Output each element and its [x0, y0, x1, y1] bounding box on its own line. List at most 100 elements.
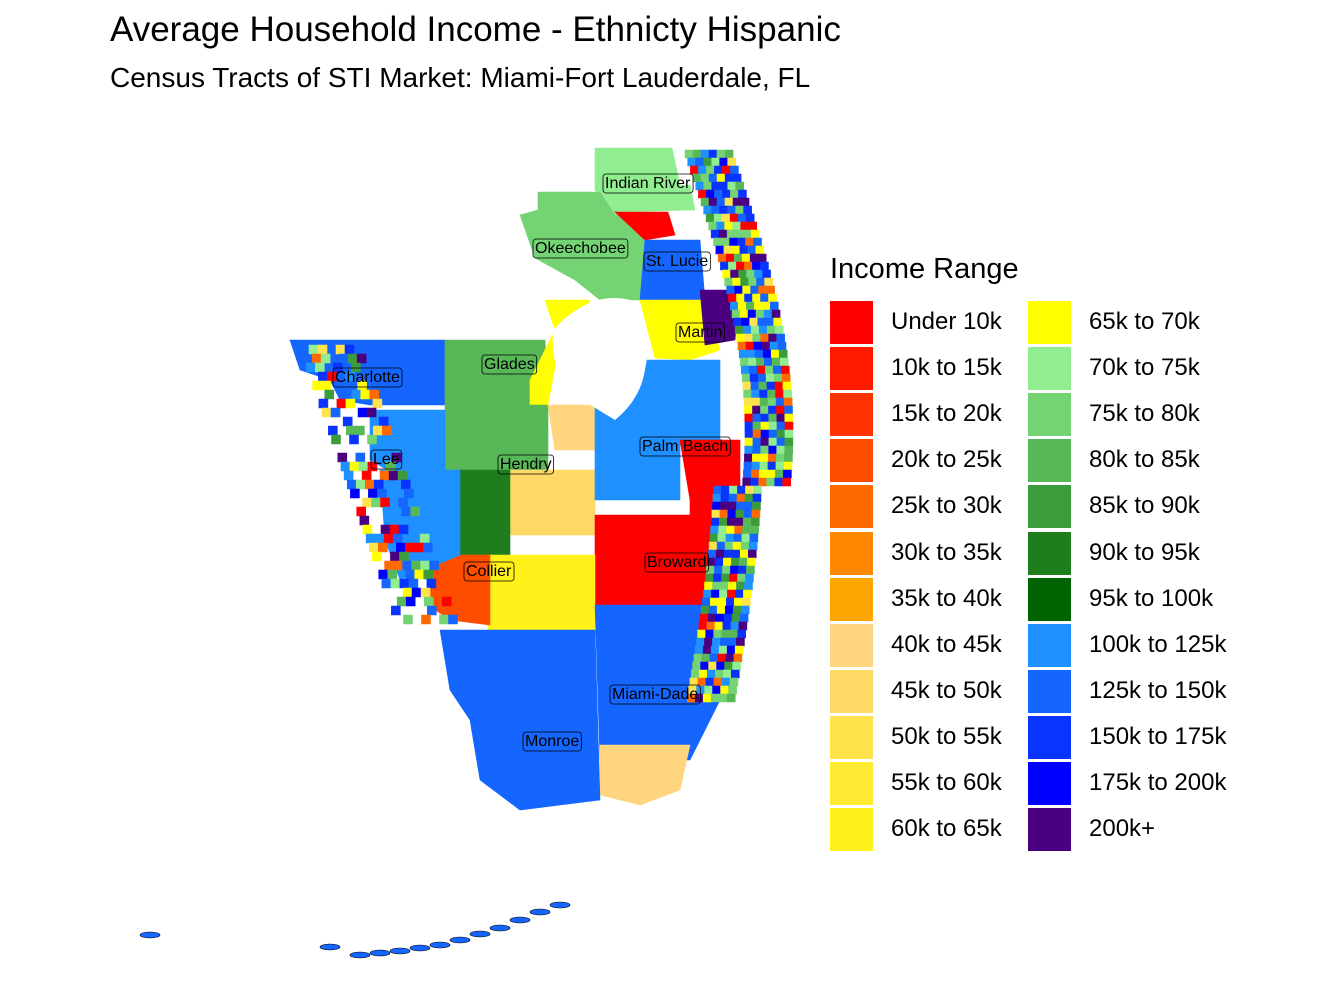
coastal-tract — [745, 341, 755, 351]
coastal-tract — [759, 461, 769, 471]
west-coast-tract — [349, 434, 359, 445]
coastal-tract — [739, 557, 748, 567]
coastal-tract — [760, 333, 769, 343]
coastal-tract — [783, 389, 792, 399]
coastal-tract — [727, 181, 737, 191]
coastal-tract — [716, 173, 726, 183]
west-coast-tract — [389, 524, 400, 535]
coastal-tract — [717, 533, 727, 543]
coastal-tract — [730, 165, 739, 175]
coastal-tract — [719, 509, 729, 519]
coastal-tract — [744, 581, 753, 591]
coastal-tract — [775, 469, 784, 479]
county-label: Monroe — [522, 731, 582, 752]
coastal-tract — [727, 157, 737, 167]
coastal-tract — [720, 493, 730, 503]
coastal-tract — [776, 429, 786, 439]
coastal-tract — [706, 565, 715, 575]
coastal-tract — [740, 357, 749, 367]
west-coast-tract — [372, 398, 383, 409]
west-coast-tract — [390, 578, 401, 589]
west-coast-tract — [378, 416, 389, 427]
west-coast-tract — [380, 524, 391, 535]
coastal-tract — [698, 621, 708, 631]
coastal-tract — [700, 173, 710, 183]
coastal-tract — [750, 285, 759, 295]
coastal-tract — [696, 637, 705, 647]
coastal-tract — [730, 189, 739, 199]
coastal-tract — [758, 381, 768, 391]
coastal-tract — [760, 453, 769, 463]
coastal-tract — [740, 365, 750, 375]
legend-label: Under 10k — [891, 308, 1002, 335]
coastal-tract — [710, 693, 720, 703]
coastal-tract — [715, 549, 725, 559]
coastal-tract — [740, 541, 750, 551]
county-label: St. Lucie — [643, 251, 711, 272]
coastal-tract — [724, 221, 733, 231]
coastal-tract — [723, 549, 733, 559]
legend-swatch — [830, 393, 873, 437]
coastal-tract — [714, 565, 723, 575]
west-coast-tract — [367, 434, 377, 445]
west-coast-tract — [358, 461, 369, 472]
coastal-tract — [711, 589, 720, 599]
coastal-tract — [752, 421, 762, 431]
coastal-tract — [755, 245, 765, 255]
coastal-tract — [690, 669, 700, 679]
coastal-tract — [766, 325, 776, 335]
legend-label: 75k to 80k — [1089, 400, 1200, 428]
coastal-tract — [780, 357, 789, 367]
coastal-tract — [708, 541, 718, 551]
coastal-tract — [708, 661, 717, 671]
west-coast-tract — [368, 488, 378, 499]
coastal-tract — [713, 485, 722, 495]
coastal-tract — [698, 165, 707, 175]
svg-text:Hendry: Hendry — [500, 456, 552, 473]
coastal-tract — [776, 453, 785, 463]
coastal-tract — [757, 373, 767, 383]
coastal-tract — [736, 581, 745, 591]
coastal-tract — [783, 397, 793, 407]
coastal-tract — [754, 269, 763, 279]
coastal-tract — [752, 445, 762, 455]
west-coast-tract — [426, 578, 437, 589]
west-coast-tract — [305, 362, 316, 373]
coastal-tract — [707, 613, 717, 623]
coastal-tract — [752, 293, 761, 303]
coastal-tract — [718, 229, 728, 239]
west-coast-tract — [398, 524, 409, 535]
coastal-tract — [767, 389, 776, 399]
west-coast-tract — [382, 425, 392, 436]
coastal-tract — [723, 245, 733, 255]
west-coast-tract — [355, 452, 366, 463]
west-coast-tract — [312, 380, 322, 391]
coastal-tract — [749, 533, 759, 543]
coastal-tract — [738, 621, 748, 631]
coastal-tract — [694, 645, 704, 655]
coastal-tract — [714, 189, 723, 199]
svg-text:Broward: Broward — [647, 554, 707, 571]
coastal-tract — [752, 453, 761, 463]
coastal-tract — [714, 621, 724, 631]
coastal-tract — [724, 541, 734, 551]
county-label: Okeechobee — [532, 238, 629, 259]
coastal-tract — [768, 421, 778, 431]
coastal-tract — [772, 357, 781, 367]
coastal-tract — [784, 437, 794, 447]
west-coast-tract — [356, 506, 367, 517]
legend-swatch — [830, 669, 873, 713]
legend-label: 70k to 75k — [1089, 354, 1200, 382]
coastal-tract — [724, 149, 734, 159]
west-coast-tract — [344, 344, 355, 355]
coastal-tract — [752, 501, 761, 511]
coastal-tract — [744, 501, 753, 511]
coastal-tract — [711, 157, 721, 167]
coastal-tract — [702, 645, 712, 655]
coastal-tract — [760, 437, 770, 447]
west-coast-tract — [402, 587, 413, 598]
west-coast-tract — [360, 389, 371, 400]
west-coast-tract — [350, 362, 361, 373]
west-coast-tract — [351, 389, 362, 400]
svg-text:Lee: Lee — [373, 451, 400, 468]
